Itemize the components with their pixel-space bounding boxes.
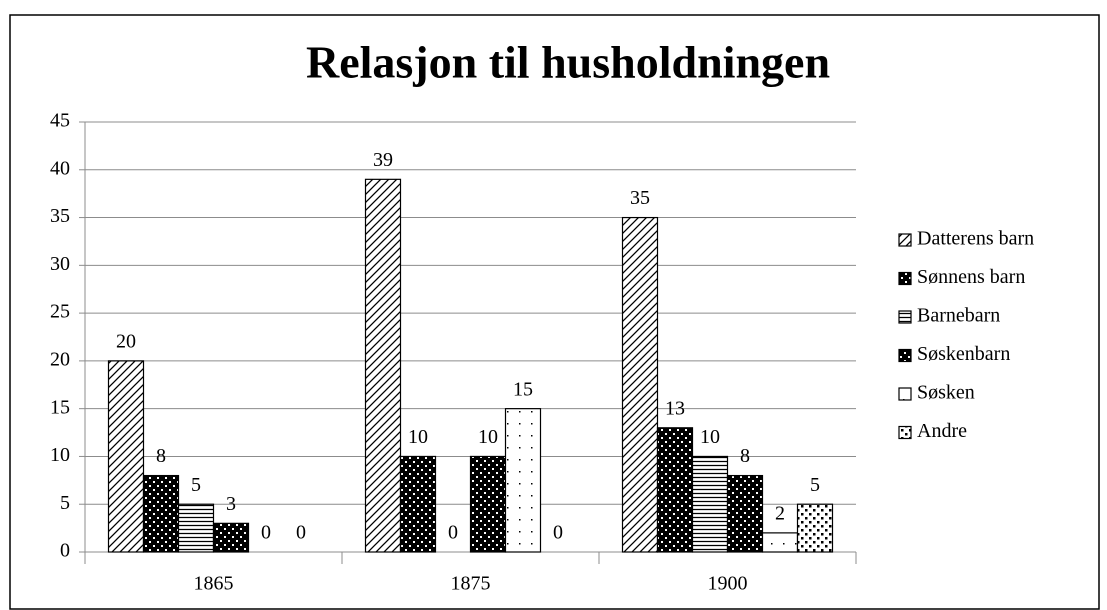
y-tick-label: 45 — [50, 110, 70, 132]
bar — [761, 532, 799, 553]
legend-label: Datterens barn — [917, 228, 1034, 250]
y-tick-label: 10 — [50, 444, 70, 466]
x-tick-label: 1865 — [194, 573, 234, 595]
legend-swatch — [898, 233, 912, 247]
legend-swatch — [898, 425, 912, 440]
value-label: 20 — [116, 330, 136, 352]
bar — [212, 522, 250, 553]
bar — [726, 474, 764, 553]
bar — [142, 474, 180, 553]
value-label: 0 — [261, 522, 271, 544]
chart-title: Relasjon til husholdningen — [306, 37, 830, 88]
value-label: 10 — [700, 426, 720, 448]
bar — [107, 360, 145, 553]
bar — [177, 503, 215, 553]
bar — [504, 408, 542, 553]
value-label: 8 — [740, 445, 750, 467]
value-label: 39 — [373, 149, 393, 171]
value-label: 2 — [775, 502, 785, 524]
y-tick-label: 40 — [50, 157, 70, 179]
legend-label: Andre — [917, 420, 967, 442]
y-tick-label: 25 — [50, 301, 70, 323]
y-tick-label: 15 — [50, 396, 70, 418]
value-label: 35 — [630, 187, 650, 209]
value-label: 5 — [810, 474, 820, 496]
value-label: 0 — [448, 522, 458, 544]
value-label: 8 — [156, 445, 166, 467]
value-label: 10 — [408, 426, 428, 448]
value-label: 5 — [191, 474, 201, 496]
value-label: 3 — [226, 493, 236, 515]
value-label: 15 — [513, 378, 533, 400]
bar — [656, 427, 694, 553]
bar — [691, 455, 729, 553]
y-tick-label: 0 — [60, 540, 70, 562]
y-tick-label: 30 — [50, 253, 70, 275]
legend-swatch — [898, 310, 912, 324]
legend-label: Søskenbarn — [917, 343, 1010, 365]
legend-swatch — [898, 387, 912, 401]
bar — [399, 455, 437, 553]
bar — [469, 455, 507, 553]
value-label: 10 — [478, 426, 498, 448]
x-tick-label: 1875 — [451, 573, 491, 595]
legend-swatch — [898, 348, 912, 363]
value-label: 0 — [553, 522, 563, 544]
value-label: 13 — [665, 397, 685, 419]
legend-label: Barnebarn — [917, 305, 1000, 327]
legend-label: Søsken — [917, 382, 975, 404]
legend-swatch — [898, 271, 912, 286]
x-tick-label: 1900 — [708, 573, 748, 595]
bar — [796, 503, 834, 553]
legend-label: Sønnens barn — [917, 266, 1025, 288]
y-tick-label: 5 — [60, 492, 70, 514]
y-tick-label: 35 — [50, 205, 70, 227]
y-tick-label: 20 — [50, 348, 70, 370]
bar — [621, 216, 659, 553]
value-label: 0 — [296, 522, 306, 544]
bar — [364, 178, 402, 553]
